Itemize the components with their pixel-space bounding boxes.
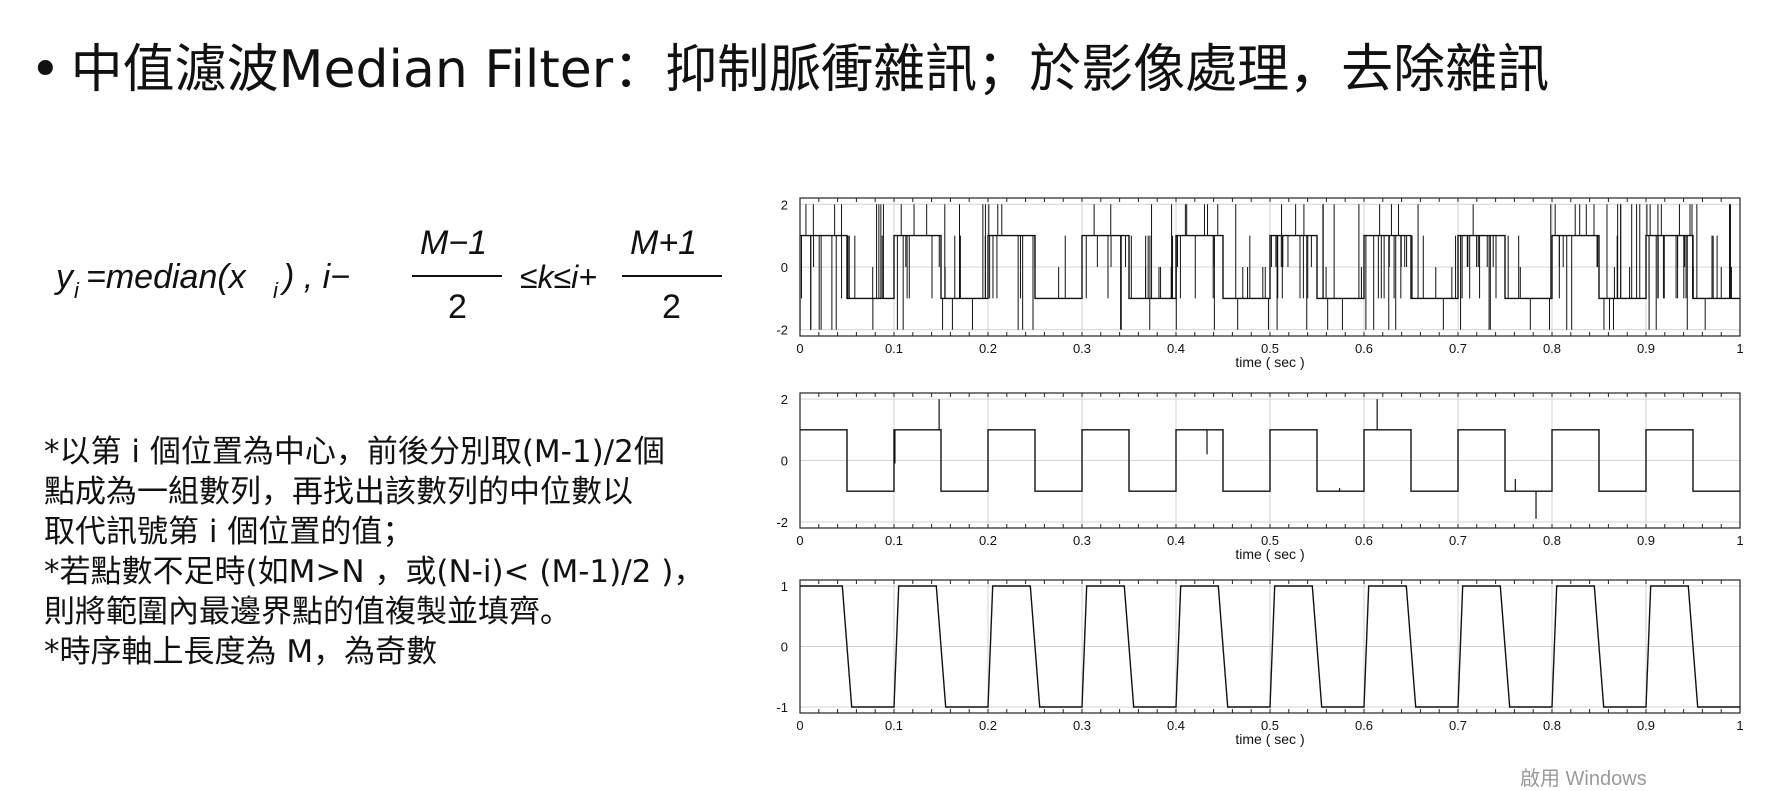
y-tick-label: -2: [776, 515, 788, 530]
x-tick-label: 0.2: [979, 533, 997, 548]
x-tick-label: 0.4: [1167, 341, 1185, 356]
waveform-charts: 0 0.1 0.2 0.3 0.4 0.5 0.6 0.7 0.8 0.9 1 2 0 -2 time ( …: [776, 197, 1743, 747]
x-tick-label: 0.7: [1449, 533, 1467, 548]
y-tick-label: 1: [781, 579, 788, 594]
x-tick-label: 0.5: [1261, 533, 1279, 548]
x-tick-label: 0.8: [1543, 718, 1561, 733]
chart-panel-2: 0 0.1 0.2 0.3 0.4 0.5 0.6 0.7 0.8 0.9 1 2 0 -2 time ( …: [776, 392, 1743, 562]
series-line: [800, 429, 1740, 492]
x-tick-label: 1: [1736, 718, 1743, 733]
x-tick-label: 0.3: [1073, 533, 1091, 548]
chart-panel-1: 0 0.1 0.2 0.3 0.4 0.5 0.6 0.7 0.8 0.9 1 2 0 -2 time ( …: [776, 197, 1743, 370]
x-axis-label: time ( sec ): [1235, 731, 1304, 747]
x-tick-label: 1: [1736, 533, 1743, 548]
note-line: *以第 i 個位置為中心，前後分別取(M-1)/2個: [44, 434, 665, 470]
note-line: 取代訊號第 i 個位置的值；: [44, 514, 414, 550]
x-tick-label: 0.1: [885, 341, 903, 356]
series-line: [800, 234, 1740, 300]
x-tick-label: 0.9: [1637, 533, 1655, 548]
x-tick-label: 0.4: [1167, 533, 1185, 548]
y-tick-label: 2: [781, 392, 788, 407]
formula-eq-sub: i: [273, 278, 279, 303]
y-tick-label: 0: [781, 260, 788, 275]
x-tick-label: 0.7: [1449, 718, 1467, 733]
y-tick-label: 0: [781, 640, 788, 655]
formula-frac2-den: 2: [662, 288, 681, 326]
formula-mid: ≤k≤i+: [520, 259, 597, 295]
x-tick-label: 0.9: [1637, 341, 1655, 356]
title-bullet: •: [30, 40, 61, 100]
y-tick-label: -2: [776, 323, 788, 338]
x-tick-label: 0.4: [1167, 718, 1185, 733]
x-tick-label: 0.8: [1543, 533, 1561, 548]
x-tick-label: 1: [1736, 341, 1743, 356]
title-text: 中值濾波Median Filter：抑制脈衝雜訊；於影像處理，去除雜訊: [70, 40, 1550, 100]
x-tick-label: 0.5: [1261, 718, 1279, 733]
chart-panel-3: 0 0.1 0.2 0.3 0.4 0.5 0.6 0.7 0.8 0.9 1 1 0 -1 time ( …: [776, 579, 1743, 747]
x-tick-label: 0.1: [885, 533, 903, 548]
explanation-notes: *以第 i 個位置為中心，前後分別取(M-1)/2個 點成為一組數列，再找出該數…: [44, 432, 764, 672]
x-tick-label: 0.7: [1449, 341, 1467, 356]
x-tick-label: 0.2: [979, 341, 997, 356]
formula-eq-end: ) , i−: [279, 258, 350, 296]
x-tick-label: 0.5: [1261, 341, 1279, 356]
note-line: *時序軸上長度為 M，為奇數: [44, 634, 438, 670]
formula-frac2-num: M+1: [630, 224, 697, 262]
formula-lhs: y: [54, 258, 75, 296]
formula-eq: =median(x: [86, 258, 247, 296]
series-line: [800, 585, 1740, 708]
windows-activation-watermark: 啟用 Windows: [1520, 768, 1647, 790]
note-line: 點成為一組數列，再找出該數列的中位數以: [44, 474, 633, 510]
y-tick-label: 0: [781, 454, 788, 469]
x-tick-label: 0.3: [1073, 718, 1091, 733]
x-axis-label: time ( sec ): [1235, 546, 1304, 562]
note-line: *若點數不足時(如M>N ，或(N-i)< (M-1)/2 )，: [44, 554, 705, 590]
x-tick-label: 0.6: [1355, 718, 1373, 733]
x-tick-label: 0.9: [1637, 718, 1655, 733]
x-tick-label: 0.6: [1355, 341, 1373, 356]
x-tick-label: 0.1: [885, 718, 903, 733]
x-tick-label: 0.3: [1073, 341, 1091, 356]
x-tick-label: 0.6: [1355, 533, 1373, 548]
x-tick-label: 0: [796, 533, 803, 548]
x-tick-label: 0.8: [1543, 341, 1561, 356]
x-tick-label: 0: [796, 341, 803, 356]
y-tick-label: 2: [781, 197, 788, 212]
note-line: 則將範圍內最邊界點的值複製並填齊。: [44, 594, 571, 630]
formula-frac1-den: 2: [448, 288, 467, 326]
formula-lhs-sub: i: [74, 278, 80, 303]
formula-frac1-num: M−1: [420, 224, 487, 262]
median-formula: y i =median(x i ) , i− M−1 2 ≤k≤i+ M+1 2: [54, 224, 722, 326]
x-axis-label: time ( sec ): [1235, 354, 1304, 370]
x-tick-label: 0.2: [979, 718, 997, 733]
y-tick-label: -1: [776, 700, 788, 715]
slide-title: • 中值濾波Median Filter：抑制脈衝雜訊；於影像處理，去除雜訊: [30, 38, 1549, 102]
x-tick-label: 0: [796, 718, 803, 733]
